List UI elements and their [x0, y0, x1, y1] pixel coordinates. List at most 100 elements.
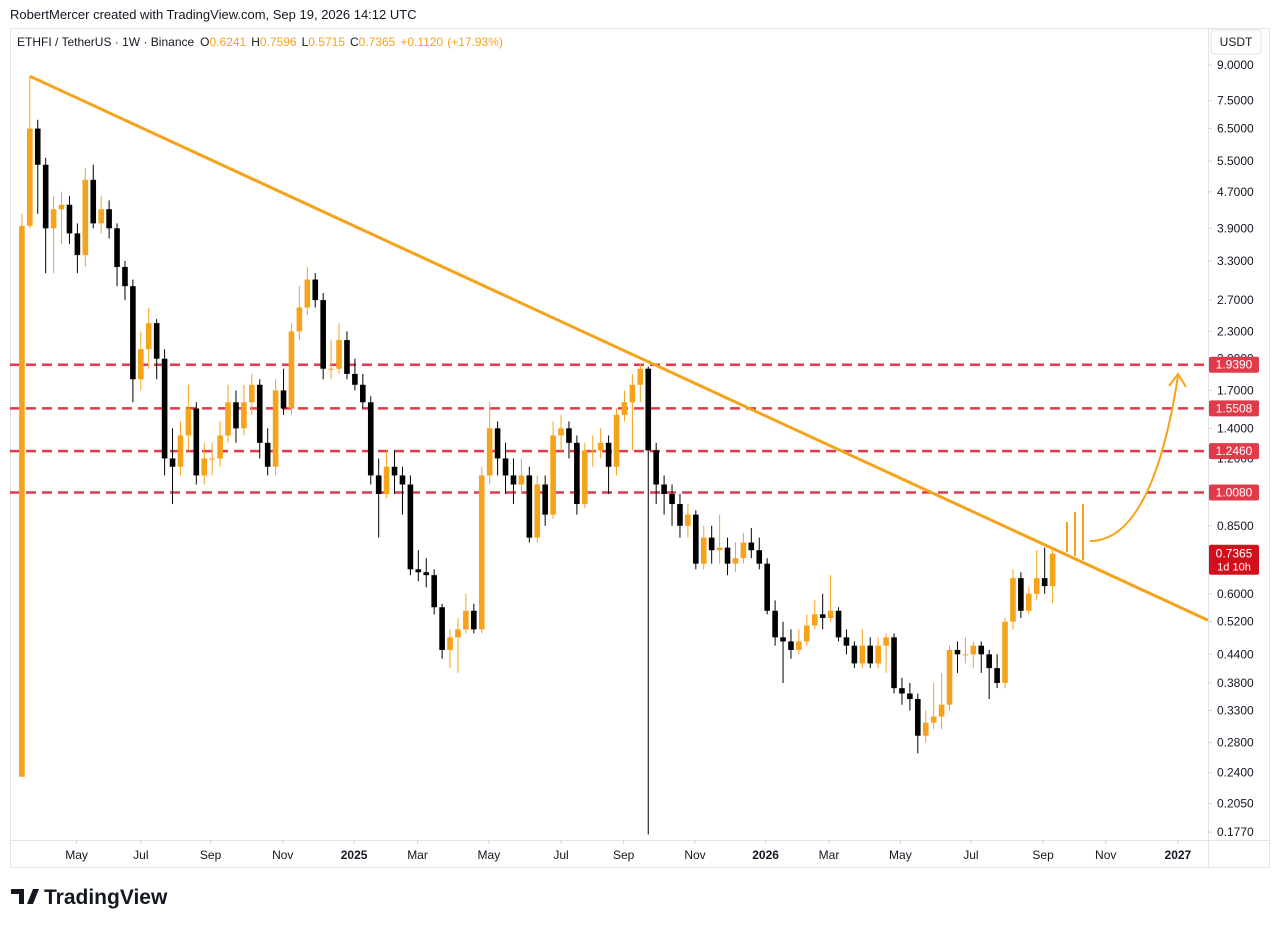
- candle-body: [177, 435, 184, 467]
- y-tick-label: 3.9000: [1217, 221, 1254, 235]
- candle-body: [407, 484, 414, 570]
- candle-body: [328, 368, 334, 370]
- plot: [10, 64, 1212, 844]
- y-tick-label: 1.4000: [1217, 421, 1254, 435]
- candle-body: [58, 204, 65, 210]
- candle-body: [875, 645, 881, 664]
- x-tick-label: Jul: [963, 848, 978, 862]
- candle-body: [518, 475, 525, 485]
- header: RobertMercer created with TradingView.co…: [10, 7, 417, 22]
- candle-body: [819, 614, 826, 618]
- trendline: [29, 74, 1209, 622]
- y-tick-label: 7.5000: [1217, 94, 1254, 108]
- candle-body: [431, 575, 437, 608]
- candle-body: [122, 266, 128, 287]
- candle-body: [716, 547, 723, 551]
- arrow-head: [1168, 372, 1187, 388]
- y-tick-label: 0.8500: [1217, 519, 1254, 533]
- ohlc-letter: C: [350, 35, 359, 49]
- candle-body: [732, 558, 739, 564]
- candle-body: [344, 340, 350, 374]
- candle-body: [225, 402, 231, 436]
- candle-body: [169, 458, 176, 467]
- candle-body: [193, 408, 200, 476]
- candle-body: [811, 614, 818, 626]
- y-tick-label: 0.2400: [1217, 766, 1254, 780]
- candle-body: [27, 128, 33, 226]
- candle-body: [201, 458, 208, 476]
- brand: TradingView: [44, 886, 168, 909]
- candle-body: [582, 450, 588, 505]
- candle-body: [423, 572, 430, 576]
- level-tag: [1209, 356, 1259, 373]
- candle-body: [249, 384, 255, 403]
- x-tick-label: Sep: [1032, 848, 1054, 862]
- candle-body: [50, 209, 57, 229]
- candle-body: [994, 668, 1000, 683]
- candle-body: [843, 637, 850, 646]
- candle-body: [272, 390, 279, 467]
- y-tick-label: 9.0000: [1217, 58, 1254, 72]
- candle-body: [891, 637, 897, 689]
- x-tick-label: May: [478, 848, 501, 862]
- x-tick-label: Mar: [819, 848, 840, 862]
- candle-body: [153, 323, 160, 359]
- candle-body: [399, 475, 406, 485]
- candle-body: [859, 645, 866, 664]
- candle-body: [256, 384, 263, 443]
- candle-body: [708, 537, 715, 551]
- candle-body: [883, 637, 889, 646]
- candle-body: [669, 494, 675, 505]
- ohlc-value: 0.7365: [359, 35, 396, 49]
- candle-body: [288, 331, 295, 409]
- candle-body: [138, 349, 144, 380]
- legend-line: ETHFI / TetherUS · 1W · Binance O0.6241 H0…: [17, 35, 503, 49]
- candle-body: [478, 475, 485, 630]
- candle-body: [764, 563, 770, 611]
- candle-body: [693, 514, 699, 564]
- candle-body: [772, 610, 778, 638]
- projection: [1066, 372, 1187, 560]
- y-tick-label: 0.6000: [1217, 587, 1254, 601]
- frame: [10, 28, 1270, 868]
- y-tick-label: 5.5000: [1217, 154, 1254, 168]
- candle-body: [312, 279, 319, 301]
- candle-body: [724, 547, 731, 564]
- candle-body: [360, 384, 366, 403]
- candle-body: [907, 693, 913, 700]
- ohlc-letter: O: [200, 35, 209, 49]
- candle-body: [391, 466, 398, 476]
- candle-body: [1026, 593, 1032, 611]
- candle-body: [677, 504, 683, 526]
- price-tag: [1209, 544, 1259, 575]
- candle-body: [241, 402, 247, 429]
- candle-body: [938, 704, 945, 717]
- candle-body: [589, 450, 596, 452]
- y-tick-label: 0.3300: [1217, 703, 1254, 717]
- candle-body: [455, 629, 461, 638]
- candle-body: [336, 340, 342, 369]
- candle-body: [375, 475, 382, 495]
- candle-body: [66, 204, 73, 234]
- candle-body: [661, 484, 667, 495]
- y-tick-label: 0.5200: [1217, 615, 1254, 629]
- y-tick-label: 3.3000: [1217, 254, 1254, 268]
- candle-body: [415, 569, 422, 573]
- candle-body: [653, 450, 659, 485]
- candle-body: [280, 390, 287, 409]
- candle-body: [447, 637, 453, 650]
- candle-body: [780, 637, 786, 642]
- x-tick-label: Sep: [200, 848, 222, 862]
- projection-arrow: [1089, 375, 1179, 542]
- candle-body: [558, 428, 564, 436]
- candle-body: [566, 428, 572, 443]
- candle-body: [899, 688, 905, 694]
- candle-body: [494, 428, 501, 459]
- candle-body: [1049, 553, 1056, 587]
- candle-body: [788, 641, 794, 650]
- candle-body: [209, 458, 215, 460]
- candle-body: [685, 514, 691, 526]
- logo-mark: [11, 889, 39, 904]
- y-tick-label: 6.5000: [1217, 122, 1254, 136]
